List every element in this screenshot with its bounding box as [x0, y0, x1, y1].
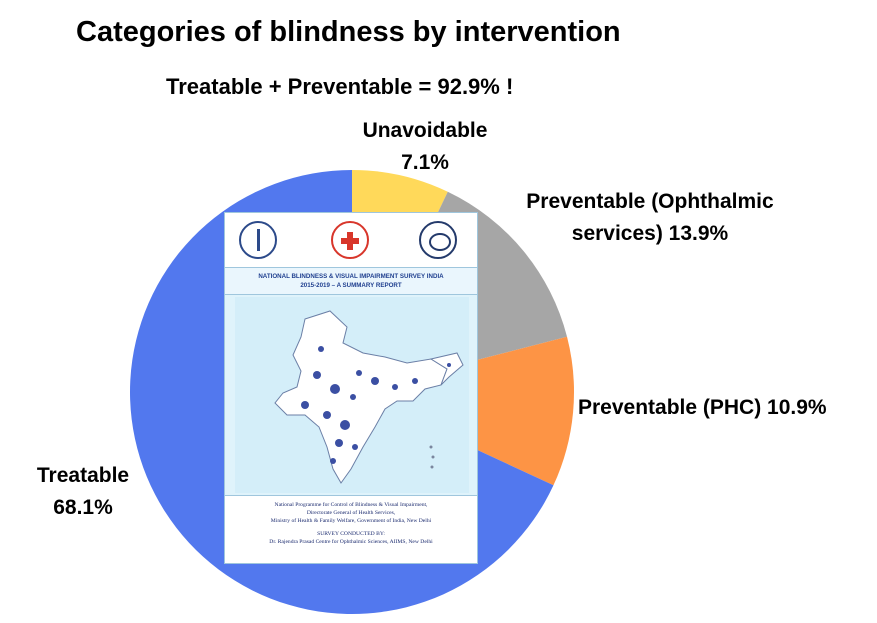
cover-credit-line4: SURVEY CONDUCTED BY: [317, 531, 385, 537]
cover-subtitle: 2015-2019 – A SUMMARY REPORT [300, 282, 402, 289]
cover-credit-line3: Ministry of Health & Family Welfare, Gov… [270, 518, 432, 524]
slice-label-treatable-value: 68.1% [53, 496, 113, 519]
cover-credit-line5: Dr. Rajendra Prasad Centre for Ophthalmi… [269, 539, 433, 545]
slice-label-ophthalmic-line2: services) 13.9% [571, 222, 729, 245]
india-map-image [235, 297, 469, 493]
cover-emblem-strip [225, 213, 477, 267]
slice-label-treatable-name: Treatable [36, 464, 130, 487]
slice-label-phc: Preventable (PHC) 10.9% [578, 396, 827, 419]
slice-label-treatable: Treatable 68.1% [8, 460, 158, 524]
slice-label-unavoidable: Unavoidable 7.1% [340, 115, 510, 179]
cover-credits: National Programme for Control of Blindn… [225, 495, 477, 563]
aiims-emblem-icon [419, 221, 457, 259]
cover-credit-line1: National Programme for Control of Blindn… [274, 502, 428, 508]
india-map-icon [274, 310, 464, 484]
cover-credit-line2: Directorate General of Health Services, [306, 510, 396, 516]
chart-title: Categories of blindness by intervention [76, 16, 621, 48]
cover-title-band: NATIONAL BLINDNESS & VISUAL IMPAIRMENT S… [225, 267, 477, 295]
health-ministry-emblem-icon [239, 221, 277, 259]
slice-label-unavoidable-value: 7.1% [401, 151, 449, 174]
slice-label-unavoidable-name: Unavoidable [362, 119, 488, 142]
report-cover-image: NATIONAL BLINDNESS & VISUAL IMPAIRMENT S… [224, 212, 478, 564]
chart-subtitle: Treatable + Preventable = 92.9% ! [166, 74, 514, 99]
slice-label-ophthalmic: Preventable (Ophthalmic services) 13.9% [500, 186, 800, 250]
cover-title: NATIONAL BLINDNESS & VISUAL IMPAIRMENT S… [258, 273, 444, 280]
blindness-control-logo-icon [331, 221, 369, 259]
slice-label-ophthalmic-line1: Preventable (Ophthalmic [526, 190, 774, 213]
